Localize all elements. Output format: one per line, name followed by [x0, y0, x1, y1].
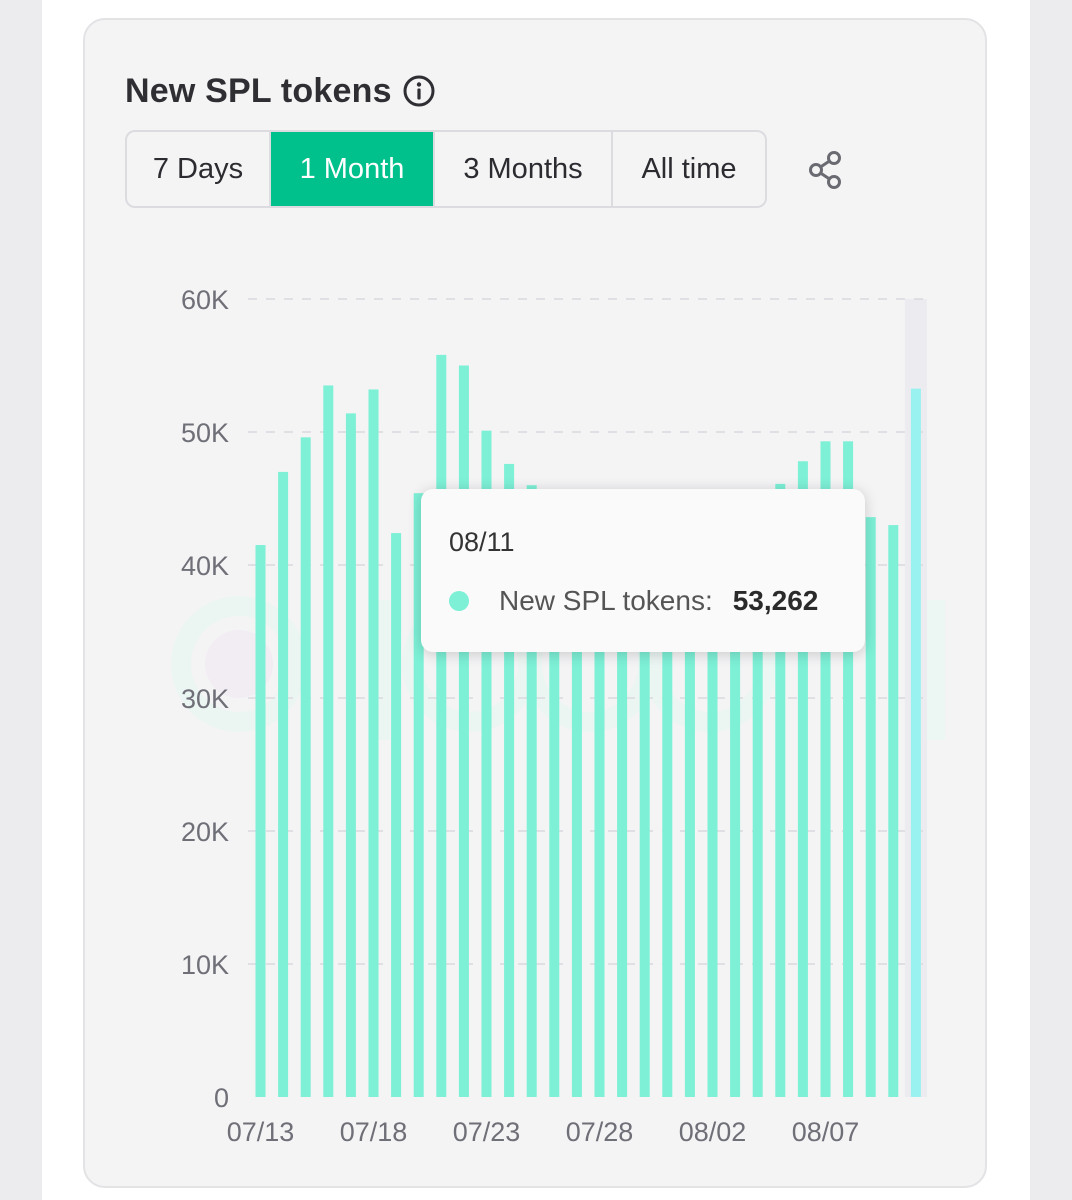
tooltip-row: New SPL tokens: 53,262 [449, 585, 818, 617]
tab-7-days[interactable]: 7 Days [127, 132, 271, 206]
bar[interactable] [775, 483, 786, 1097]
bar[interactable] [617, 505, 628, 1097]
bar[interactable] [413, 493, 424, 1097]
x-tick-label: 07/18 [340, 1117, 408, 1147]
bar[interactable] [571, 498, 582, 1098]
bar[interactable] [549, 491, 560, 1098]
x-tick-label: 08/07 [792, 1117, 860, 1147]
series-dot [449, 591, 469, 611]
bar[interactable] [865, 517, 876, 1097]
bar[interactable] [368, 389, 379, 1097]
bar[interactable] [797, 461, 808, 1097]
tab-3-months[interactable]: 3 Months [435, 132, 613, 206]
y-tick-label: 10K [181, 950, 229, 980]
bar[interactable] [458, 365, 469, 1098]
x-tick-label: 07/13 [227, 1117, 295, 1147]
bar[interactable] [752, 498, 763, 1098]
bar[interactable] [436, 354, 447, 1097]
bar[interactable] [910, 388, 921, 1098]
y-tick-label: 20K [181, 817, 229, 847]
x-tick-label: 07/23 [453, 1117, 521, 1147]
y-tick-label: 60K [181, 285, 229, 315]
tooltip-date: 08/11 [449, 527, 515, 557]
bar[interactable] [707, 510, 718, 1098]
bar[interactable] [730, 505, 741, 1097]
bar[interactable] [278, 471, 289, 1097]
chart-tooltip: 08/11 New SPL tokens: 53,262 [421, 489, 865, 652]
y-tick-label: 30K [181, 684, 229, 714]
bar[interactable] [662, 511, 673, 1097]
y-tick-label: 40K [181, 551, 229, 581]
info-icon[interactable] [402, 74, 436, 108]
tab-all-time[interactable]: All time [641, 152, 737, 185]
bar[interactable] [843, 441, 854, 1097]
bar[interactable] [504, 463, 515, 1097]
bar[interactable] [594, 501, 605, 1097]
time-range-tabs: 7 Days 1 Month 3 Months All time [125, 130, 767, 208]
tooltip-value: 53,262 [732, 585, 819, 616]
bar[interactable] [888, 525, 899, 1097]
watermark-logo [171, 596, 945, 740]
bar[interactable] [639, 509, 650, 1097]
bar[interactable] [255, 545, 266, 1097]
bar[interactable] [345, 413, 356, 1097]
bar[interactable] [684, 511, 695, 1097]
tab-1-month[interactable]: 1 Month [271, 132, 435, 206]
card-title: New SPL tokens [125, 71, 392, 110]
bar[interactable] [300, 437, 311, 1097]
bar[interactable] [391, 533, 402, 1097]
bar[interactable] [526, 485, 537, 1097]
y-tick-label: 0 [214, 1083, 229, 1113]
tooltip-series-label: New SPL tokens: [499, 585, 713, 616]
bar[interactable] [323, 385, 334, 1097]
y-tick-label: 50K [181, 418, 229, 448]
bar[interactable] [481, 430, 492, 1097]
x-tick-label: 08/02 [679, 1117, 747, 1147]
card-header: New SPL tokens [125, 70, 436, 112]
share-icon[interactable] [806, 150, 844, 190]
bar[interactable] [820, 441, 831, 1097]
x-tick-label: 07/28 [566, 1117, 634, 1147]
